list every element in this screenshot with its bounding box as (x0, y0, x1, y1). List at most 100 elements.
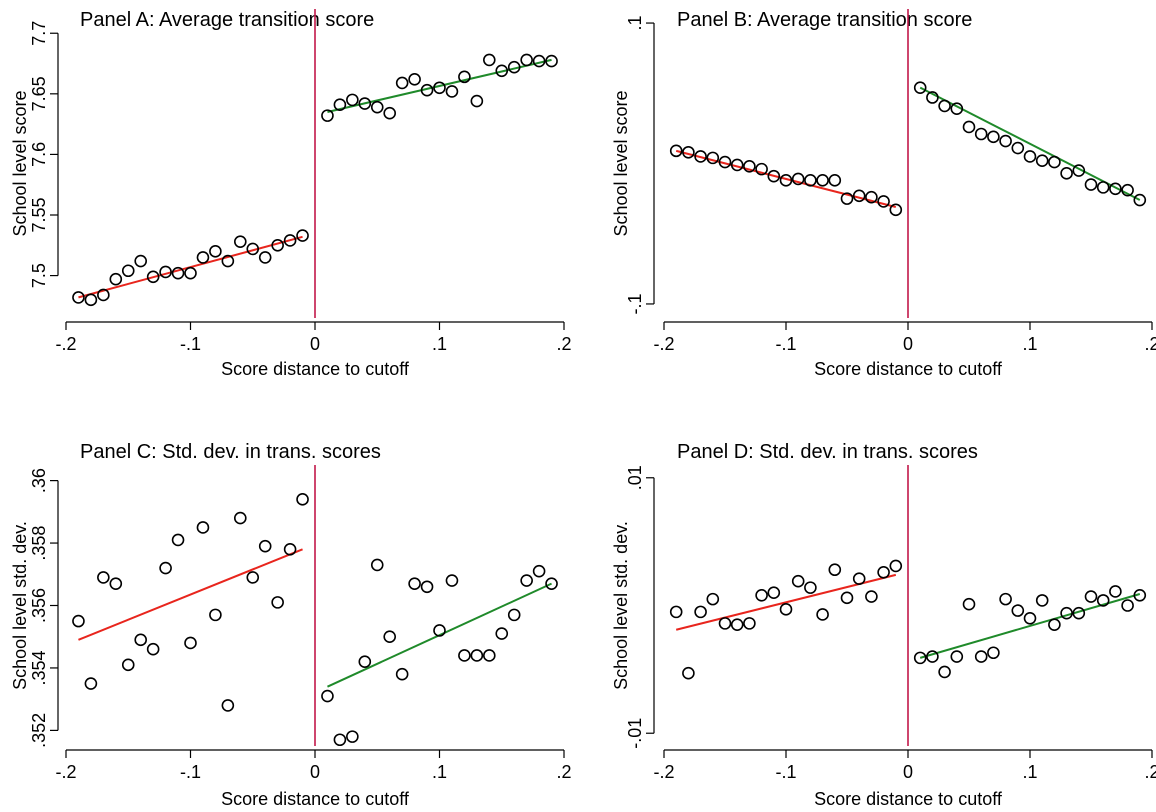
data-point (974, 127, 988, 141)
data-point (987, 130, 1000, 144)
x-axis-label: Score distance to cutoff (221, 359, 410, 379)
data-point (159, 265, 172, 279)
data-point (184, 266, 197, 280)
data-point (1109, 585, 1122, 598)
data-point (134, 254, 147, 268)
x-tick-label: -.2 (55, 762, 76, 782)
x-tick-label: 0 (903, 762, 913, 782)
data-point (779, 174, 793, 187)
panel-d: Panel D: Std. dev. in trans. scores -.2 -.… (611, 441, 1156, 809)
y-axis-label: School level score (10, 90, 30, 236)
data-point (370, 558, 384, 572)
data-point (109, 577, 123, 590)
data-point (1048, 155, 1061, 169)
data-point (926, 91, 939, 104)
data-point (221, 254, 235, 268)
data-point (532, 54, 546, 68)
data-point (816, 174, 829, 187)
data-point (791, 172, 805, 186)
y-axis-label: School level std. dev. (10, 521, 30, 690)
data-point (358, 97, 372, 110)
x-tick-label: 0 (310, 762, 320, 782)
panel-title: Panel C: Std. dev. in trans. scores (80, 441, 381, 463)
data-point (146, 270, 160, 284)
data-point (1035, 594, 1049, 607)
x-tick-label: -.1 (180, 762, 201, 782)
data-point (221, 699, 235, 712)
x-tick-label: .1 (432, 762, 447, 782)
x-tick-label: .2 (556, 334, 571, 354)
y-tick-label: -.01 (625, 718, 645, 749)
data-point (520, 574, 533, 587)
data-point (121, 264, 135, 278)
data-point (840, 591, 854, 605)
data-point (84, 293, 98, 307)
data-point (109, 272, 123, 286)
data-point (987, 646, 1000, 660)
data-point (532, 564, 546, 578)
data-point (333, 98, 347, 112)
data-point (1023, 150, 1037, 163)
x-tick-label: .2 (556, 762, 571, 782)
data-point (730, 618, 744, 631)
data-point (950, 102, 964, 116)
data-point (72, 614, 85, 628)
data-point (1121, 183, 1134, 197)
data-point (196, 251, 210, 264)
data-point (1048, 618, 1061, 631)
y-tick-label: .354 (29, 650, 49, 685)
data-point (669, 144, 683, 158)
data-point (395, 76, 409, 90)
x-tick-label: -.1 (775, 334, 796, 354)
x-tick-label: 0 (310, 334, 320, 354)
data-point (816, 608, 829, 621)
x-tick-label: -.2 (653, 334, 674, 354)
data-point (694, 150, 707, 163)
data-point (755, 162, 768, 176)
y-tick-label: 7.55 (29, 197, 49, 232)
data-point (743, 617, 756, 630)
data-point (1060, 167, 1073, 180)
data-point (545, 54, 558, 68)
data-point (694, 605, 707, 619)
data-point (72, 291, 85, 304)
data-point (706, 151, 720, 165)
data-point (146, 642, 160, 656)
data-point (246, 242, 260, 256)
data-point (433, 624, 446, 637)
data-point (321, 689, 334, 703)
left-fit-line (78, 548, 303, 641)
data-point (962, 597, 976, 611)
data-point (1084, 590, 1098, 603)
data-point (865, 590, 878, 603)
data-point (258, 251, 272, 264)
y-tick-label: .1 (625, 16, 645, 31)
data-point (470, 649, 484, 662)
data-point (1072, 164, 1086, 177)
data-point (121, 658, 135, 672)
data-point (669, 605, 683, 619)
left-fit-line (675, 149, 897, 209)
data-point (134, 633, 147, 647)
panel-b: Panel B: Average transition score -.2 -.1 0… (611, 9, 1156, 379)
data-point (97, 571, 110, 584)
data-point (184, 636, 197, 650)
data-point (938, 665, 951, 679)
data-point (271, 238, 284, 252)
x-tick-label: .2 (1144, 334, 1156, 354)
data-point (209, 245, 222, 258)
data-point (828, 174, 842, 187)
data-point (333, 733, 347, 747)
data-point (445, 85, 459, 98)
data-point (283, 234, 297, 247)
data-point (1096, 594, 1110, 607)
data-point (1060, 606, 1073, 620)
data-point (865, 190, 878, 204)
data-point (962, 120, 976, 134)
x-tick-label: .1 (432, 334, 447, 354)
data-point (470, 94, 484, 108)
data-point (346, 93, 359, 107)
data-point (743, 160, 756, 173)
data-point (458, 70, 471, 84)
data-point (877, 565, 890, 579)
